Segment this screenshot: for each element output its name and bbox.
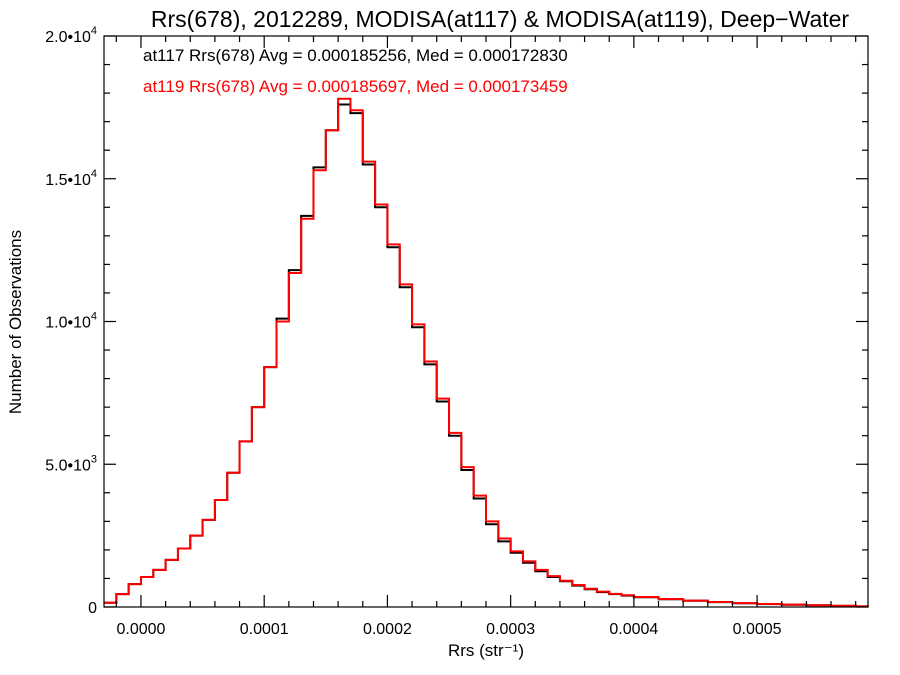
x-tick-label: 0.0002 xyxy=(363,621,412,638)
y-tick-label: 0 xyxy=(88,600,97,617)
x-tick-labels: 0.0000 0.0001 0.0002 0.0003 0.0004 0.0005 xyxy=(116,621,781,638)
x-tick-label: 0.0005 xyxy=(733,621,782,638)
x-tick-label: 0.0004 xyxy=(609,621,658,638)
y-axis-label: Number of Observations xyxy=(6,230,25,414)
y-tick-labels: 0 5.0•103 1.0•104 1.5•104 2.0•104 xyxy=(45,25,97,617)
annotation-at117-stats: at117 Rrs(678) Avg = 0.000185256, Med = … xyxy=(143,46,568,65)
series-layer xyxy=(104,97,869,608)
x-axis-label: Rrs (str⁻¹) xyxy=(448,641,524,660)
y-tick-label: 1.5•104 xyxy=(45,168,97,189)
y-tick-label: 5.0•103 xyxy=(45,453,97,474)
x-tick-label: 0.0001 xyxy=(240,621,289,638)
series-at119 xyxy=(104,97,869,608)
chart-title: Rrs(678), 2012289, MODISA(at117) & MODIS… xyxy=(151,6,850,32)
series-at117 xyxy=(104,103,869,608)
x-tick-label: 0.0003 xyxy=(486,621,535,638)
annotation-at119-stats: at119 Rrs(678) Avg = 0.000185697, Med = … xyxy=(143,77,568,96)
ticks-layer xyxy=(104,35,868,608)
x-tick-label: 0.0000 xyxy=(116,621,165,638)
y-tick-label: 1.0•104 xyxy=(45,311,97,332)
y-tick-label: 2.0•104 xyxy=(45,25,97,46)
